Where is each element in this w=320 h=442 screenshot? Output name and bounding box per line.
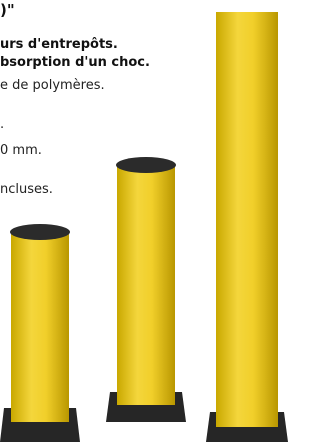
text-line: urs d'entrepôts. (0, 37, 118, 53)
text-line: . (0, 117, 4, 133)
heading: )" (0, 2, 15, 18)
page: )" urs d'entrepôts. bsorption d'un choc. e… (0, 0, 290, 442)
bollard-medium (106, 157, 186, 422)
bollard-small (0, 224, 80, 442)
text-line: ncluses. (0, 182, 53, 198)
text-line: bsorption d'un choc. (0, 55, 150, 71)
text-line: 0 mm. (0, 143, 42, 159)
bollard-tall (206, 12, 288, 442)
text-line: e de polymères. (0, 78, 105, 94)
